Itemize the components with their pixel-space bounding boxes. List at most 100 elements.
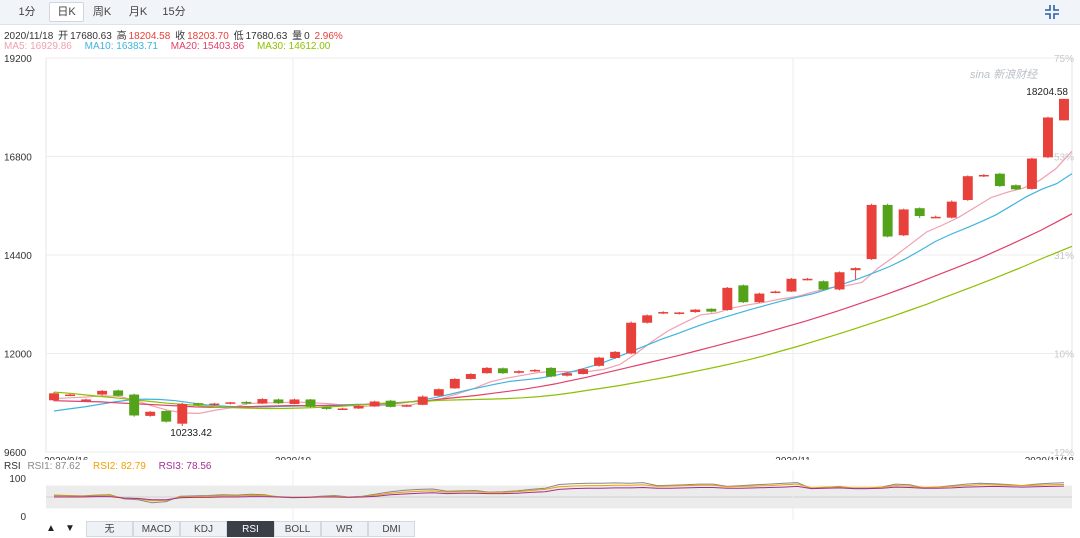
pct-tick-label: 31%	[1054, 251, 1074, 262]
candle-body	[209, 403, 220, 406]
candle-body	[722, 287, 733, 310]
candle-body	[754, 293, 765, 303]
candle-body	[529, 369, 540, 372]
candle-body	[1010, 185, 1021, 190]
ma20-legend: MA20: 15403.86	[170, 41, 245, 52]
candle-body	[594, 357, 605, 366]
info-high: 18204.58	[128, 31, 171, 42]
indicator-tab-none[interactable]: 无	[86, 521, 133, 537]
candle-body	[1026, 158, 1037, 189]
candle-body	[818, 281, 829, 290]
candle-body	[305, 399, 316, 407]
candle-body	[177, 403, 188, 424]
x-tick-label: 2020/11	[775, 456, 811, 460]
ma30-legend: MA30: 14612.00	[256, 41, 331, 52]
candle-body	[337, 408, 348, 410]
indicator-tab-rsi[interactable]: RSI	[227, 521, 274, 537]
tab-15min[interactable]: 15分	[162, 6, 186, 18]
rsi-tick-label: 0	[20, 512, 26, 520]
pct-tick-label: -12%	[1051, 448, 1074, 459]
candle-body	[898, 209, 909, 236]
candle-body	[738, 285, 749, 303]
indicator-tab-wr[interactable]: WR	[321, 521, 368, 537]
x-tick-label: 2020/10	[275, 456, 312, 460]
ma30-line	[53, 245, 1073, 410]
indicator-tab-kdj[interactable]: KDJ	[180, 521, 227, 537]
candle-body	[65, 394, 76, 397]
y-tick-label: 12000	[4, 350, 32, 361]
candle-body	[225, 402, 236, 404]
rsi-legend: RSI RSI1: 87.62 RSI2: 82.79 RSI3: 78.56	[4, 461, 211, 472]
ohlc-info: 2020/11/18 开 17680.63 高 18204.58 收 18203.70…	[4, 27, 345, 42]
info-low-label: 低	[233, 31, 244, 42]
scroll-down-button[interactable]: ▼	[65, 523, 75, 534]
candle-body	[706, 308, 717, 312]
candle-body	[802, 278, 813, 281]
tab-weekly-k[interactable]: 周K	[92, 6, 112, 18]
tab-monthly-k[interactable]: 月K	[128, 6, 148, 18]
candle-body	[401, 405, 412, 407]
candle-body	[786, 278, 797, 292]
max-price-label: 18204.58	[1026, 87, 1068, 98]
candle-body	[882, 204, 893, 237]
candle-body	[546, 367, 556, 377]
candle-body	[962, 176, 973, 201]
candle-body	[321, 407, 332, 409]
candle-body	[642, 315, 653, 323]
candlestick-chart: 19200 16800 14400 12000 9600 75% 53% 31% 10% -12%…	[4, 54, 1075, 460]
info-change: 2.96%	[314, 31, 343, 42]
candle-body	[369, 401, 380, 407]
fullscreen-icon[interactable]	[1044, 4, 1060, 20]
candle-body	[1059, 98, 1069, 121]
ma5-legend: MA5: 16929.86	[4, 41, 72, 52]
min-price-label: 10233.42	[170, 428, 212, 439]
candle-body	[930, 216, 941, 219]
candle-body	[562, 373, 572, 376]
pct-tick-label: 10%	[1054, 350, 1074, 361]
tab-1min[interactable]: 1分	[18, 6, 36, 18]
x-tick-label: 2020/9/16	[44, 456, 89, 460]
scroll-up-button[interactable]: ▲	[46, 523, 56, 534]
candle-body	[81, 399, 92, 401]
ma10-legend: MA10: 16383.71	[84, 41, 158, 52]
tab-daily-k[interactable]: 日K	[49, 2, 84, 22]
candle-body	[129, 394, 140, 416]
y-tick-label: 9600	[4, 448, 27, 459]
rsi2-legend: RSI2: 82.79	[93, 461, 146, 472]
rsi-tick-label: 100	[9, 474, 26, 485]
pct-tick-label: 53%	[1054, 153, 1074, 164]
candle-body	[946, 201, 957, 218]
rsi3-line	[54, 485, 1065, 501]
candle-body	[145, 411, 156, 416]
candle-body	[850, 268, 861, 271]
y-tick-label: 19200	[4, 54, 32, 65]
rsi1-line	[53, 482, 1065, 504]
candle-body	[610, 351, 621, 359]
candle-body	[97, 390, 108, 395]
candle-body	[49, 393, 59, 401]
ma5-line	[53, 150, 1073, 415]
rsi-chart: 100 0	[9, 470, 1072, 520]
candle-body	[513, 371, 524, 373]
candle-body	[353, 406, 364, 409]
candle-body	[433, 389, 444, 396]
candle-body	[193, 403, 204, 405]
indicator-tab-macd[interactable]: MACD	[133, 521, 180, 537]
candle-body	[449, 378, 460, 389]
candle-body	[113, 390, 124, 396]
indicator-tab-dmi[interactable]: DMI	[368, 521, 415, 537]
candle-body	[161, 410, 172, 422]
x-tick-label: 2020/11/18	[1025, 456, 1075, 460]
info-close: 18203.70	[187, 31, 229, 42]
period-tabbar: 1分 日K 周K 月K 15分	[0, 0, 1080, 25]
candle-body	[497, 368, 508, 374]
info-low: 17680.63	[245, 31, 288, 42]
info-vol: 0	[304, 31, 310, 42]
rsi2-line	[54, 483, 1065, 502]
indicator-tab-boll[interactable]: BOLL	[274, 521, 321, 537]
candle-body	[1042, 117, 1053, 158]
candle-body	[994, 173, 1005, 187]
candle-body	[914, 208, 925, 217]
ma20-line	[53, 213, 1073, 408]
rsi3-legend: RSI3: 78.56	[158, 461, 212, 472]
